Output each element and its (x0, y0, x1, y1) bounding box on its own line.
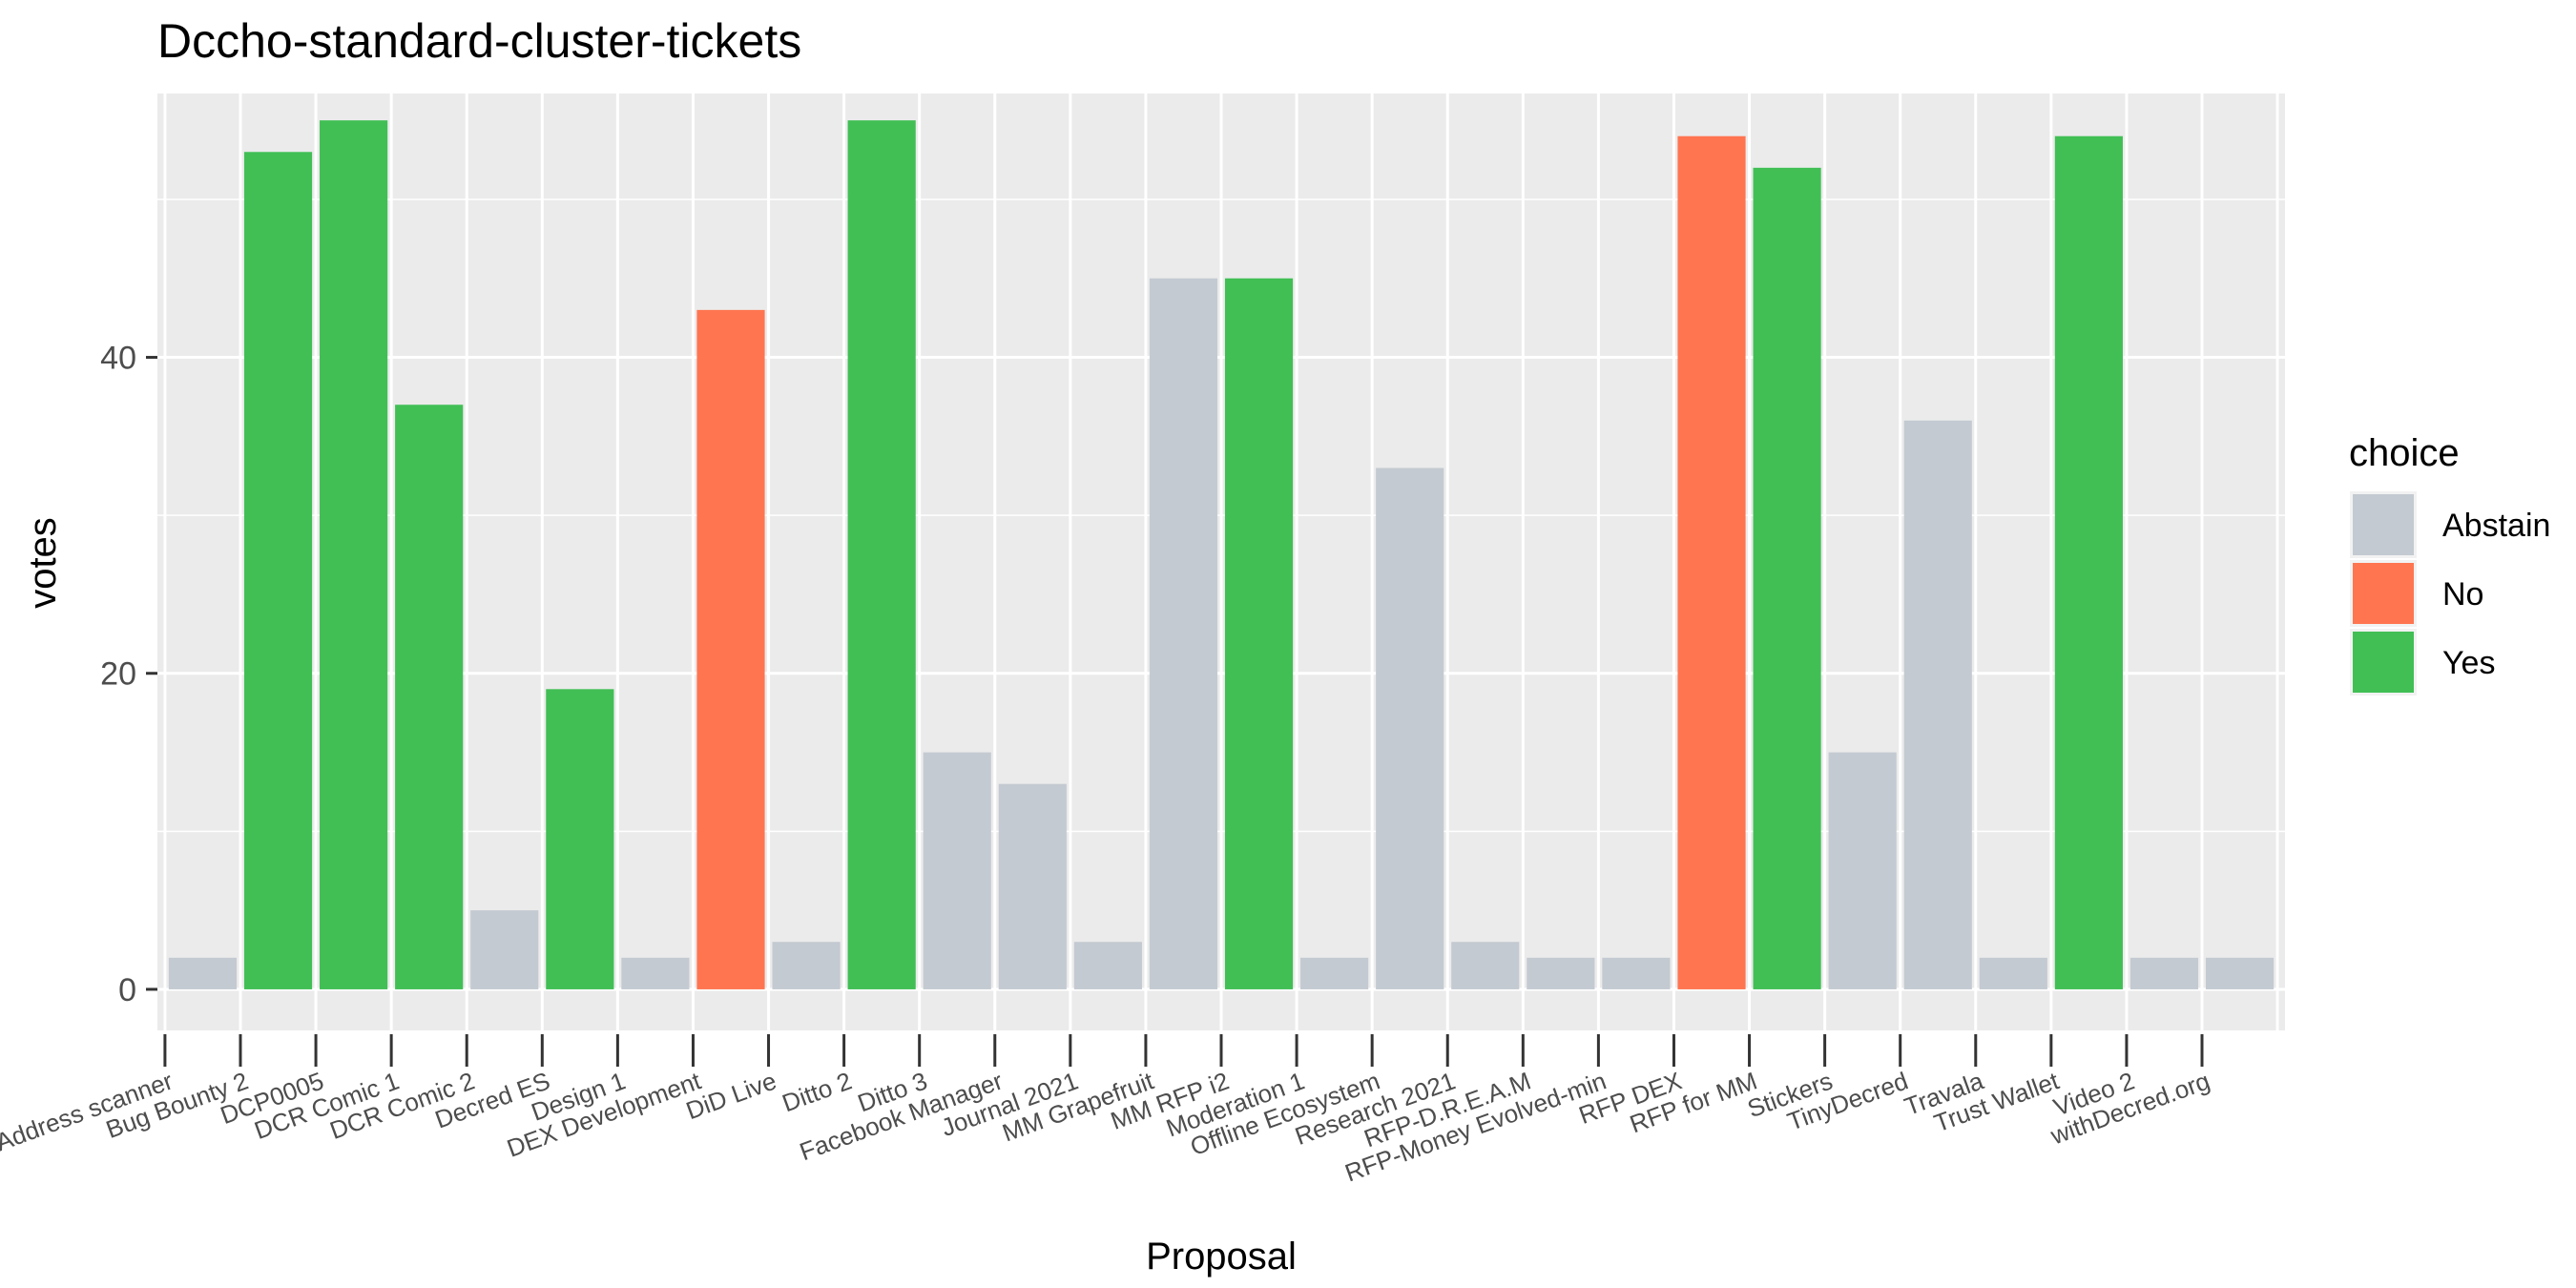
legend-label: Abstain (2442, 508, 2550, 544)
y-tick-label: 20 (100, 656, 136, 693)
legend-label: No (2442, 576, 2483, 613)
bar (320, 120, 388, 989)
bar (1979, 957, 2047, 989)
legend-swatch-yes (2353, 632, 2414, 693)
y-tick-label: 0 (118, 972, 136, 1008)
bar (2054, 135, 2123, 989)
bar (1451, 942, 1520, 989)
bar (1527, 957, 1595, 989)
x-axis-title: Proposal (1146, 1236, 1297, 1278)
bar (923, 752, 991, 989)
bar (1300, 957, 1369, 989)
bar (772, 942, 841, 989)
bar (168, 957, 238, 989)
legend-label: Yes (2442, 645, 2495, 681)
bar (1753, 167, 1821, 989)
bars (168, 120, 2275, 989)
major-gridlines (157, 93, 2285, 1030)
bar (1677, 135, 1746, 989)
bar (243, 152, 313, 989)
bar (2205, 957, 2275, 989)
bar (1224, 278, 1294, 989)
bar (1376, 467, 1444, 989)
legend-swatch-abstain (2353, 494, 2414, 555)
bar (1903, 420, 1972, 989)
y-axis: 0 20 40 (100, 341, 157, 1008)
bar (847, 120, 916, 989)
bar (1828, 752, 1897, 989)
bar (395, 405, 464, 989)
chart-title: Dccho-standard-cluster-tickets (157, 14, 801, 68)
bar (621, 957, 690, 989)
bar (546, 689, 614, 989)
bar (1149, 278, 1218, 989)
bar (998, 783, 1067, 989)
bar (1073, 942, 1142, 989)
legend: choice Abstain No Yes (2349, 432, 2550, 696)
legend-title: choice (2349, 432, 2460, 474)
y-axis-title: votes (22, 517, 64, 609)
bar (470, 910, 539, 989)
bar (696, 309, 765, 989)
bar (1602, 957, 1671, 989)
bar (2129, 957, 2199, 989)
x-tick-label: Ditto 2 (779, 1066, 856, 1117)
legend-swatch-no (2353, 563, 2414, 624)
y-tick-label: 40 (100, 341, 136, 377)
